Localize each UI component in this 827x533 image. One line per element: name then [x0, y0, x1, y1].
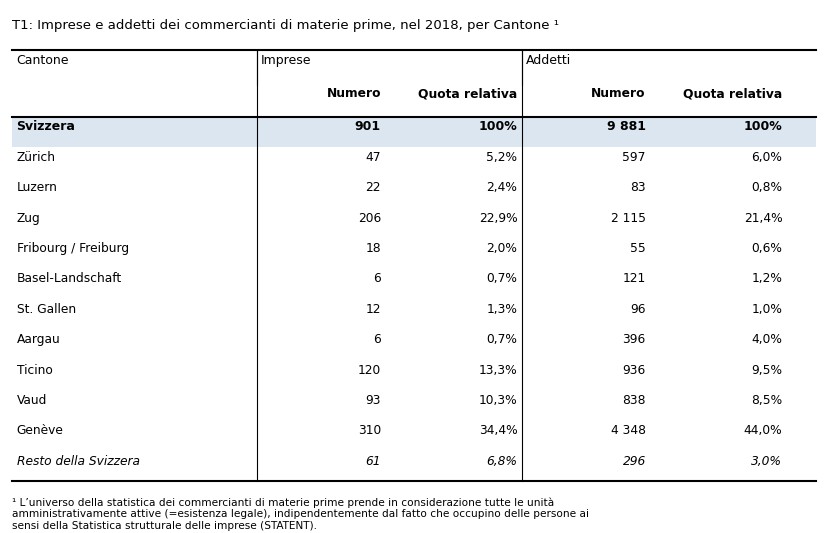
Text: 22: 22 [365, 181, 380, 194]
Text: 0,6%: 0,6% [751, 242, 782, 255]
Text: Addetti: Addetti [525, 54, 571, 67]
Text: 1,2%: 1,2% [751, 272, 782, 285]
Text: Aargau: Aargau [17, 333, 60, 346]
Text: Basel-Landschaft: Basel-Landschaft [17, 272, 122, 285]
Text: 1,0%: 1,0% [751, 303, 782, 316]
Text: 2,4%: 2,4% [486, 181, 517, 194]
Text: 34,4%: 34,4% [478, 424, 517, 437]
Text: 396: 396 [622, 333, 645, 346]
Text: T1: Imprese e addetti dei commercianti di materie prime, nel 2018, per Cantone ¹: T1: Imprese e addetti dei commercianti d… [12, 19, 559, 31]
Text: 121: 121 [622, 272, 645, 285]
Text: 55: 55 [629, 242, 645, 255]
Text: Zürich: Zürich [17, 151, 55, 164]
Text: Quota relativa: Quota relativa [682, 87, 782, 100]
Text: 206: 206 [357, 212, 380, 224]
Text: 9 881: 9 881 [606, 120, 645, 133]
Text: 96: 96 [629, 303, 645, 316]
Text: 4,0%: 4,0% [751, 333, 782, 346]
Text: Genève: Genève [17, 424, 64, 437]
Text: 838: 838 [622, 394, 645, 407]
Text: 296: 296 [622, 455, 645, 467]
Text: 61: 61 [365, 455, 380, 467]
Text: 93: 93 [365, 394, 380, 407]
Text: Svizzera: Svizzera [17, 120, 75, 133]
Text: 0,7%: 0,7% [486, 272, 517, 285]
Text: 12: 12 [365, 303, 380, 316]
Text: 310: 310 [357, 424, 380, 437]
Text: 3,0%: 3,0% [751, 455, 782, 467]
Text: ¹ L’universo della statistica dei commercianti di materie prime prende in consid: ¹ L’universo della statistica dei commer… [12, 497, 589, 531]
Text: 6: 6 [373, 272, 380, 285]
Text: 0,7%: 0,7% [486, 333, 517, 346]
Text: 4 348: 4 348 [610, 424, 645, 437]
Text: Numero: Numero [590, 87, 645, 100]
Text: 6: 6 [373, 333, 380, 346]
Text: 597: 597 [622, 151, 645, 164]
Text: 1,3%: 1,3% [486, 303, 517, 316]
Text: Zug: Zug [17, 212, 41, 224]
Text: 8,5%: 8,5% [750, 394, 782, 407]
Text: Numero: Numero [326, 87, 380, 100]
Text: 936: 936 [622, 364, 645, 376]
Text: 100%: 100% [743, 120, 782, 133]
Bar [12, 117, 815, 147]
Text: 5,2%: 5,2% [486, 151, 517, 164]
Text: 47: 47 [365, 151, 380, 164]
Text: Vaud: Vaud [17, 394, 47, 407]
Text: 83: 83 [629, 181, 645, 194]
Text: Imprese: Imprese [261, 54, 311, 67]
Text: 22,9%: 22,9% [478, 212, 517, 224]
Text: Cantone: Cantone [17, 54, 69, 67]
Text: 6,8%: 6,8% [486, 455, 517, 467]
Text: 2 115: 2 115 [610, 212, 645, 224]
Text: 100%: 100% [478, 120, 517, 133]
Text: 10,3%: 10,3% [478, 394, 517, 407]
Text: 21,4%: 21,4% [743, 212, 782, 224]
Text: 0,8%: 0,8% [751, 181, 782, 194]
Text: Ticino: Ticino [17, 364, 52, 376]
Text: 13,3%: 13,3% [478, 364, 517, 376]
Text: Luzern: Luzern [17, 181, 57, 194]
Text: 6,0%: 6,0% [751, 151, 782, 164]
Text: 120: 120 [357, 364, 380, 376]
Text: 2,0%: 2,0% [486, 242, 517, 255]
Text: 44,0%: 44,0% [743, 424, 782, 437]
Text: Resto della Svizzera: Resto della Svizzera [17, 455, 140, 467]
Text: 18: 18 [365, 242, 380, 255]
Text: St. Gallen: St. Gallen [17, 303, 75, 316]
Text: Fribourg / Freiburg: Fribourg / Freiburg [17, 242, 128, 255]
Text: 901: 901 [354, 120, 380, 133]
Text: 9,5%: 9,5% [751, 364, 782, 376]
Text: Quota relativa: Quota relativa [418, 87, 517, 100]
